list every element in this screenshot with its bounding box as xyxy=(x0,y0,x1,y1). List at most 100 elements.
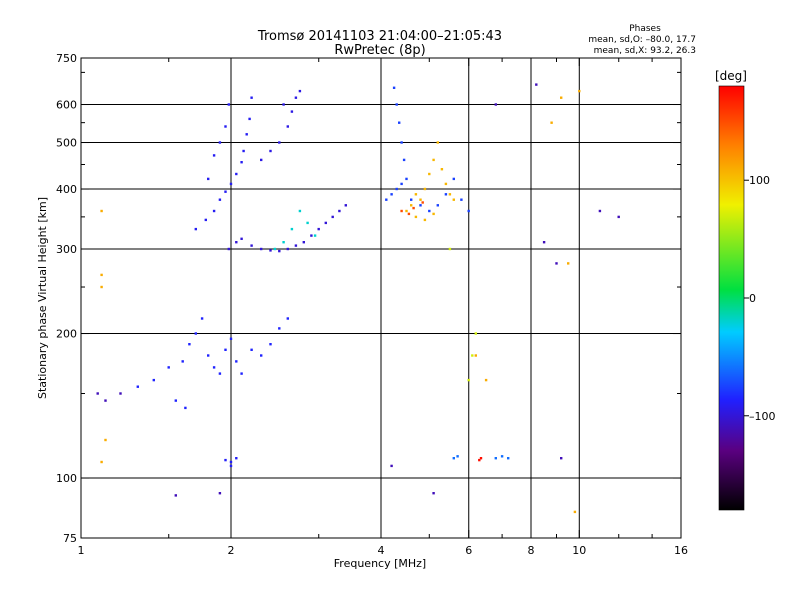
y-tick-label: 600 xyxy=(56,99,77,112)
echo-point xyxy=(412,206,415,210)
echo-point xyxy=(344,204,347,207)
echo-point xyxy=(550,121,553,124)
colorbar-tick-label: 0 xyxy=(749,292,756,305)
echo-point xyxy=(478,458,481,462)
echo-point xyxy=(235,241,238,244)
x-tick-label: 10 xyxy=(572,544,586,557)
x-tick-label: 8 xyxy=(528,544,535,557)
echo-point xyxy=(535,83,538,86)
echo-point xyxy=(218,141,222,144)
echo-point xyxy=(184,406,187,410)
echo-point xyxy=(240,372,243,375)
echo-point xyxy=(494,457,497,460)
y-tick-label: 750 xyxy=(56,52,77,65)
echo-point xyxy=(395,187,398,191)
echo-point xyxy=(324,221,327,225)
echo-point xyxy=(260,158,263,162)
echo-point xyxy=(224,458,227,462)
echo-point xyxy=(494,103,497,106)
echo-point xyxy=(573,510,577,514)
echo-point xyxy=(421,201,424,204)
echo-point xyxy=(448,247,452,251)
echo-point xyxy=(407,212,411,216)
echo-point xyxy=(390,193,393,196)
stats-o: mean, sd,O: –80.0, 17.7 xyxy=(588,35,696,45)
echo-point xyxy=(400,182,403,186)
echo-point xyxy=(460,198,463,201)
echo-point xyxy=(286,317,289,320)
echo-point xyxy=(174,399,177,402)
echo-point xyxy=(400,209,403,213)
echo-point xyxy=(167,366,170,369)
echo-point xyxy=(282,103,285,106)
echo-point xyxy=(298,209,302,213)
echo-point xyxy=(432,158,435,162)
y-tick-label: 400 xyxy=(56,183,77,196)
echo-point xyxy=(414,193,418,196)
echo-point xyxy=(286,247,289,251)
echo-point xyxy=(100,273,103,277)
x-tick-label: 1 xyxy=(78,544,85,557)
echo-point xyxy=(419,204,422,207)
echo-point xyxy=(405,209,408,213)
echo-point xyxy=(207,177,210,181)
x-tick-label: 6 xyxy=(465,544,472,557)
echo-point xyxy=(474,332,477,335)
echo-point xyxy=(235,457,238,460)
echo-point xyxy=(310,234,313,237)
echo-point xyxy=(294,96,298,99)
echo-point xyxy=(174,494,177,497)
echo-point xyxy=(136,385,139,388)
echo-point xyxy=(405,177,408,181)
echo-point xyxy=(474,354,477,357)
echo-point xyxy=(331,215,334,219)
echo-point xyxy=(242,149,245,153)
echo-point xyxy=(555,262,558,265)
echo-point xyxy=(218,492,222,495)
colorbar-unit: [deg] xyxy=(715,69,747,83)
echo-point xyxy=(212,209,216,213)
echo-point xyxy=(452,457,455,460)
echo-point xyxy=(385,198,388,201)
echo-point xyxy=(212,154,216,157)
echo-point xyxy=(260,354,263,357)
echo-point xyxy=(224,348,227,351)
echo-point xyxy=(194,227,197,231)
echo-point xyxy=(436,141,439,144)
echo-point xyxy=(428,209,431,213)
echo-point xyxy=(479,457,483,460)
y-tick-label: 75 xyxy=(63,532,77,545)
echo-point xyxy=(507,457,510,460)
echo-point xyxy=(104,399,107,402)
colorbar-tick-label: –100 xyxy=(749,410,776,423)
x-tick-label: 2 xyxy=(228,544,235,557)
echo-point xyxy=(229,460,233,464)
data-points xyxy=(96,83,620,514)
echo-point xyxy=(240,161,243,164)
y-tick-labels: 75 100 200 300 400 500 600 750 xyxy=(56,52,77,545)
echo-point xyxy=(338,209,341,213)
echo-point xyxy=(500,455,504,458)
echo-point xyxy=(96,392,99,395)
echo-point xyxy=(224,190,227,193)
echo-point xyxy=(240,237,243,240)
echo-point xyxy=(235,172,238,176)
echo-point xyxy=(467,209,470,213)
echo-point xyxy=(250,348,253,351)
echo-point xyxy=(484,378,488,382)
echo-point xyxy=(294,244,298,247)
echo-point xyxy=(229,337,233,340)
echo-point xyxy=(419,198,422,201)
y-tick-label: 200 xyxy=(56,328,77,341)
echo-point xyxy=(152,378,155,382)
echo-point xyxy=(436,204,439,207)
echo-point xyxy=(432,492,435,495)
colorbar xyxy=(718,85,745,511)
echo-point xyxy=(444,193,448,196)
echo-point xyxy=(560,96,563,99)
echo-point xyxy=(471,354,474,357)
grid-lines xyxy=(81,58,681,538)
echo-point xyxy=(290,110,294,113)
echo-point xyxy=(452,177,455,181)
echo-point xyxy=(269,343,272,346)
